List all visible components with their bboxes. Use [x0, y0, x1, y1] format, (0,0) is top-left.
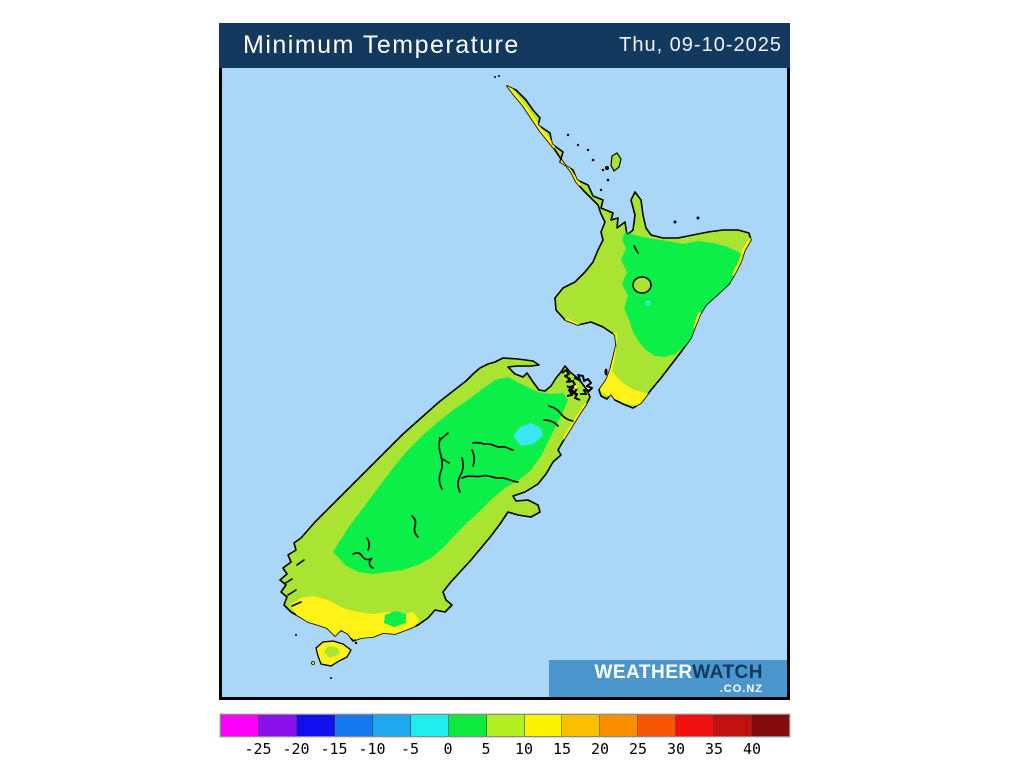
legend-swatch — [714, 715, 753, 736]
legend-tick-label: 25 — [628, 740, 648, 758]
wellington-warm-zone — [599, 368, 659, 406]
legend-ticks: -25 -20 -15 -10 -5 0 5 10 15 20 25 30 35 40 — [220, 740, 790, 762]
temperature-legend: -25 -20 -15 -10 -5 0 5 10 15 20 25 30 35 40 — [220, 714, 790, 762]
weatherwatch-logo: WEATHERWATCH .CO.NZ — [549, 660, 787, 697]
legend-tick-label: -20 — [282, 740, 310, 758]
legend-tick-label: 5 — [481, 740, 491, 758]
legend-tick-label: 0 — [443, 740, 453, 758]
cloudy-bay-warm-strip — [563, 403, 588, 440]
legend-swatch — [486, 715, 525, 736]
map-area: WEATHERWATCH .CO.NZ — [219, 68, 790, 700]
legend-swatch — [676, 715, 715, 736]
marlborough-frost-zone — [513, 423, 543, 446]
legend-swatch — [752, 715, 790, 736]
southland-cold-patch — [384, 611, 406, 627]
legend-swatch — [334, 715, 373, 736]
solander-island — [311, 661, 315, 665]
stewart-island — [315, 640, 352, 667]
legend-swatch — [600, 715, 639, 736]
legend-swatch — [410, 715, 449, 736]
title-bar: Minimum Temperature Thu, 09-10-2025 — [219, 23, 790, 68]
legend-tick-label: -25 — [244, 740, 272, 758]
legend-tick-label: 35 — [704, 740, 724, 758]
weather-map-card: Minimum Temperature Thu, 09-10-2025 — [219, 23, 790, 700]
legend-swatch — [524, 715, 563, 736]
legend-swatch — [221, 715, 259, 736]
offshore-islets — [295, 75, 700, 679]
legend-swatch — [562, 715, 601, 736]
legend-tick-label: -15 — [320, 740, 348, 758]
south-island-cold-zone — [333, 377, 568, 574]
legend-tick-label: 10 — [514, 740, 534, 758]
logo-conz-text: .CO.NZ — [719, 683, 763, 695]
page-title: Minimum Temperature — [243, 31, 520, 59]
logo-watch-text: WATCH — [692, 662, 763, 683]
legend-swatch — [448, 715, 487, 736]
southland-warm-zone — [290, 596, 419, 641]
legend-tick-label: 15 — [552, 740, 572, 758]
date-label: Thu, 09-10-2025 — [619, 34, 782, 56]
lake-taupo — [632, 276, 652, 294]
legend-bar — [220, 714, 790, 737]
legend-swatch — [372, 715, 411, 736]
legend-swatch — [258, 715, 297, 736]
new-zealand-map — [279, 75, 752, 679]
marlborough-sounds — [561, 369, 593, 401]
legend-tick-label: 20 — [590, 740, 610, 758]
legend-swatch — [638, 715, 677, 736]
rivers-and-lakes — [283, 405, 574, 607]
legend-tick-label: -5 — [400, 740, 420, 758]
north-island-cold-zone — [621, 232, 744, 357]
legend-tick-label: 30 — [666, 740, 686, 758]
logo-weather-text: WEATHER — [594, 662, 693, 683]
taupo-frost-spot — [645, 300, 651, 306]
legend-tick-label: -10 — [358, 740, 386, 758]
great-barrier-island — [610, 152, 622, 172]
river-mark — [633, 245, 639, 254]
legend-tick-label: 40 — [742, 740, 762, 758]
legend-swatch — [296, 715, 335, 736]
